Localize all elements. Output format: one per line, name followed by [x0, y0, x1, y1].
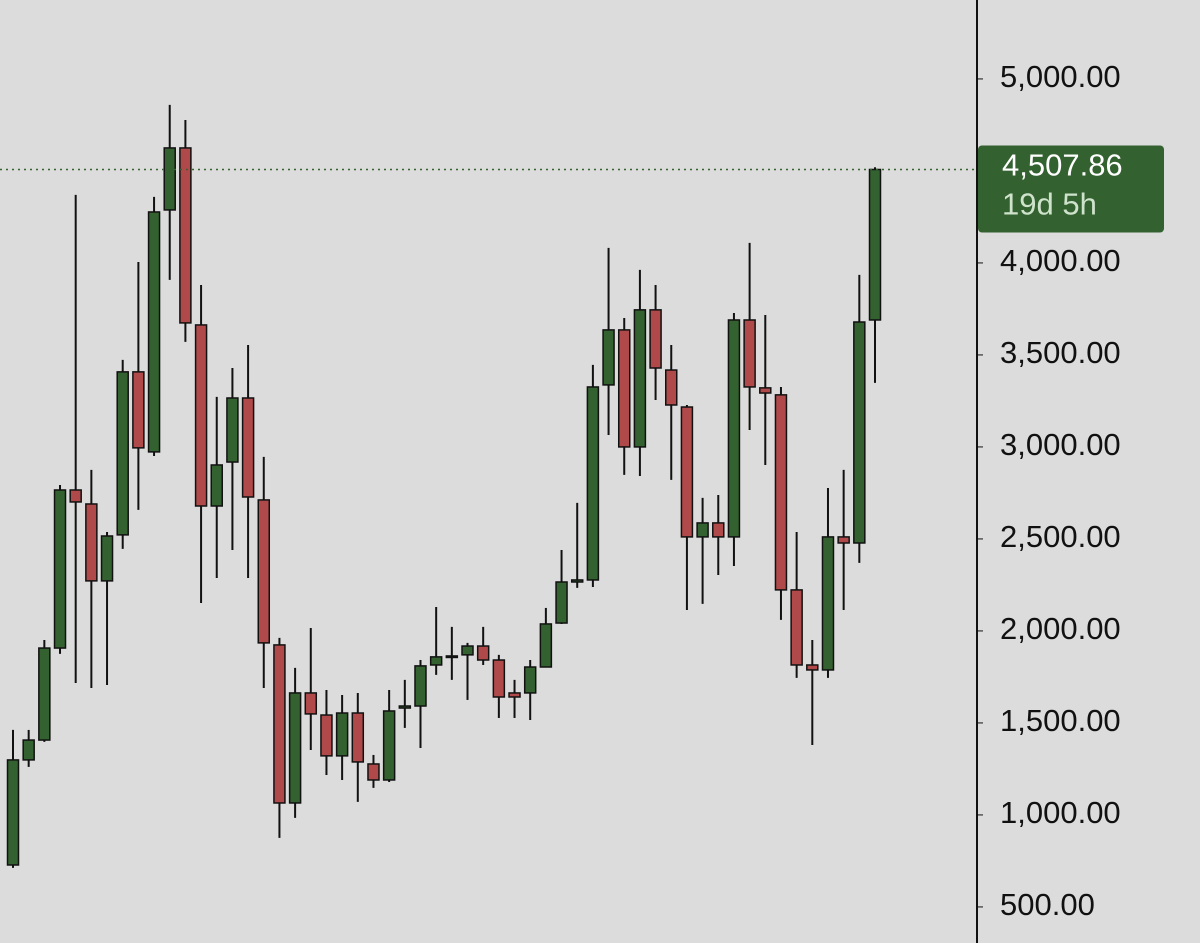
candle-body [461, 645, 474, 656]
y-tick-label: 2,000.00 [1000, 611, 1121, 646]
candle-body [712, 522, 725, 538]
candle-body [320, 714, 333, 757]
candle-body [790, 589, 803, 666]
y-tick-label: 2,500.00 [1000, 519, 1121, 554]
candle-body [617, 329, 631, 448]
candle-body [257, 499, 271, 644]
candle-body [273, 644, 286, 804]
candle-body [210, 464, 223, 507]
candle-body [335, 712, 349, 757]
y-tick-label: 1,500.00 [1000, 703, 1121, 738]
candle-body [163, 147, 176, 211]
candle-body [241, 397, 255, 498]
y-tick-label: 5,000.00 [1000, 59, 1121, 94]
candle-body [680, 406, 694, 538]
candle-body [116, 371, 129, 536]
candle-body [476, 645, 490, 661]
price-tag-value: 4,507.86 [1002, 148, 1123, 183]
candle-body [570, 579, 584, 583]
candle-body [6, 759, 20, 866]
candle-body [22, 739, 35, 761]
candle-body [414, 665, 427, 707]
candle-body [445, 655, 459, 659]
candle-body [602, 329, 615, 386]
candle-body [492, 659, 506, 698]
candle-body [868, 168, 882, 321]
candle-body [555, 581, 568, 624]
candle-body [853, 321, 866, 544]
candle-body [85, 503, 98, 582]
candle-body [633, 309, 647, 448]
candle-body [367, 763, 380, 781]
candle-body [665, 369, 678, 406]
candle-body [649, 309, 662, 369]
candle-body [398, 705, 412, 709]
candle-body [226, 397, 239, 463]
y-tick-label: 1,000.00 [1000, 795, 1121, 830]
candle-body [727, 319, 741, 538]
candle-body [837, 536, 850, 544]
candle-body [586, 386, 600, 581]
candle-body [132, 371, 145, 449]
candle-body [743, 319, 756, 388]
candle-body [147, 211, 161, 453]
candle-body [774, 394, 788, 591]
candle-body [304, 692, 318, 715]
candle-body [100, 535, 114, 582]
candle-body [288, 692, 302, 804]
candle-body [539, 623, 553, 668]
candle-body [351, 712, 365, 763]
candle-body [429, 656, 443, 666]
candle-body [759, 387, 772, 394]
candle-body [821, 536, 835, 671]
candle-body [696, 522, 709, 538]
candle-body [38, 647, 51, 741]
y-tick-label: 4,000.00 [1000, 243, 1121, 278]
candle-body [194, 324, 208, 507]
candle-body [53, 489, 67, 649]
candle-body [508, 692, 521, 698]
price-tag [978, 145, 1164, 233]
candle-body [523, 666, 537, 694]
candle-body [179, 147, 192, 324]
candle-body [69, 489, 82, 503]
candle-body [382, 710, 396, 781]
price-tag-countdown: 19d 5h [1002, 187, 1097, 222]
y-tick-label: 500.00 [1000, 887, 1095, 922]
y-tick-label: 3,000.00 [1000, 427, 1121, 462]
candle-body [806, 664, 819, 671]
y-tick-label: 3,500.00 [1000, 335, 1121, 370]
